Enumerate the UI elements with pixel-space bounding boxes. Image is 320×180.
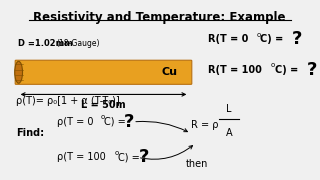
Text: Find:: Find: (16, 128, 44, 138)
Text: ?: ? (292, 30, 302, 48)
Text: o: o (115, 150, 119, 156)
Text: o: o (271, 62, 275, 68)
Text: ρ(T = 0: ρ(T = 0 (57, 117, 93, 127)
Text: then: then (186, 159, 209, 169)
Text: C) =: C) = (104, 117, 129, 127)
Text: o: o (256, 32, 260, 38)
Text: C) =: C) = (275, 65, 302, 75)
Text: ρ(T = 100: ρ(T = 100 (57, 152, 105, 162)
Text: ρ(T)= ρ₀[1 + α (T-T₀)]: ρ(T)= ρ₀[1 + α (T-T₀)] (16, 96, 120, 106)
Text: C) =: C) = (118, 152, 143, 162)
Text: (18-Gauge): (18-Gauge) (57, 39, 100, 48)
Text: o: o (100, 114, 105, 120)
Text: D =1.02mm: D =1.02mm (18, 39, 73, 48)
Text: Resistivity and Temperature: Example: Resistivity and Temperature: Example (33, 11, 286, 24)
Text: ?: ? (306, 61, 317, 79)
Text: R(T = 0: R(T = 0 (208, 35, 248, 44)
Ellipse shape (15, 61, 22, 83)
Text: ?: ? (139, 148, 149, 166)
FancyBboxPatch shape (15, 60, 192, 84)
Text: ?: ? (124, 113, 134, 131)
Text: A: A (226, 128, 232, 138)
Text: C) =: C) = (260, 35, 287, 44)
Text: R = ρ: R = ρ (191, 120, 218, 130)
Text: L: L (226, 105, 232, 114)
Text: L = 50m: L = 50m (81, 100, 126, 110)
Text: R(T = 100: R(T = 100 (208, 65, 262, 75)
Text: Cu: Cu (161, 67, 177, 77)
